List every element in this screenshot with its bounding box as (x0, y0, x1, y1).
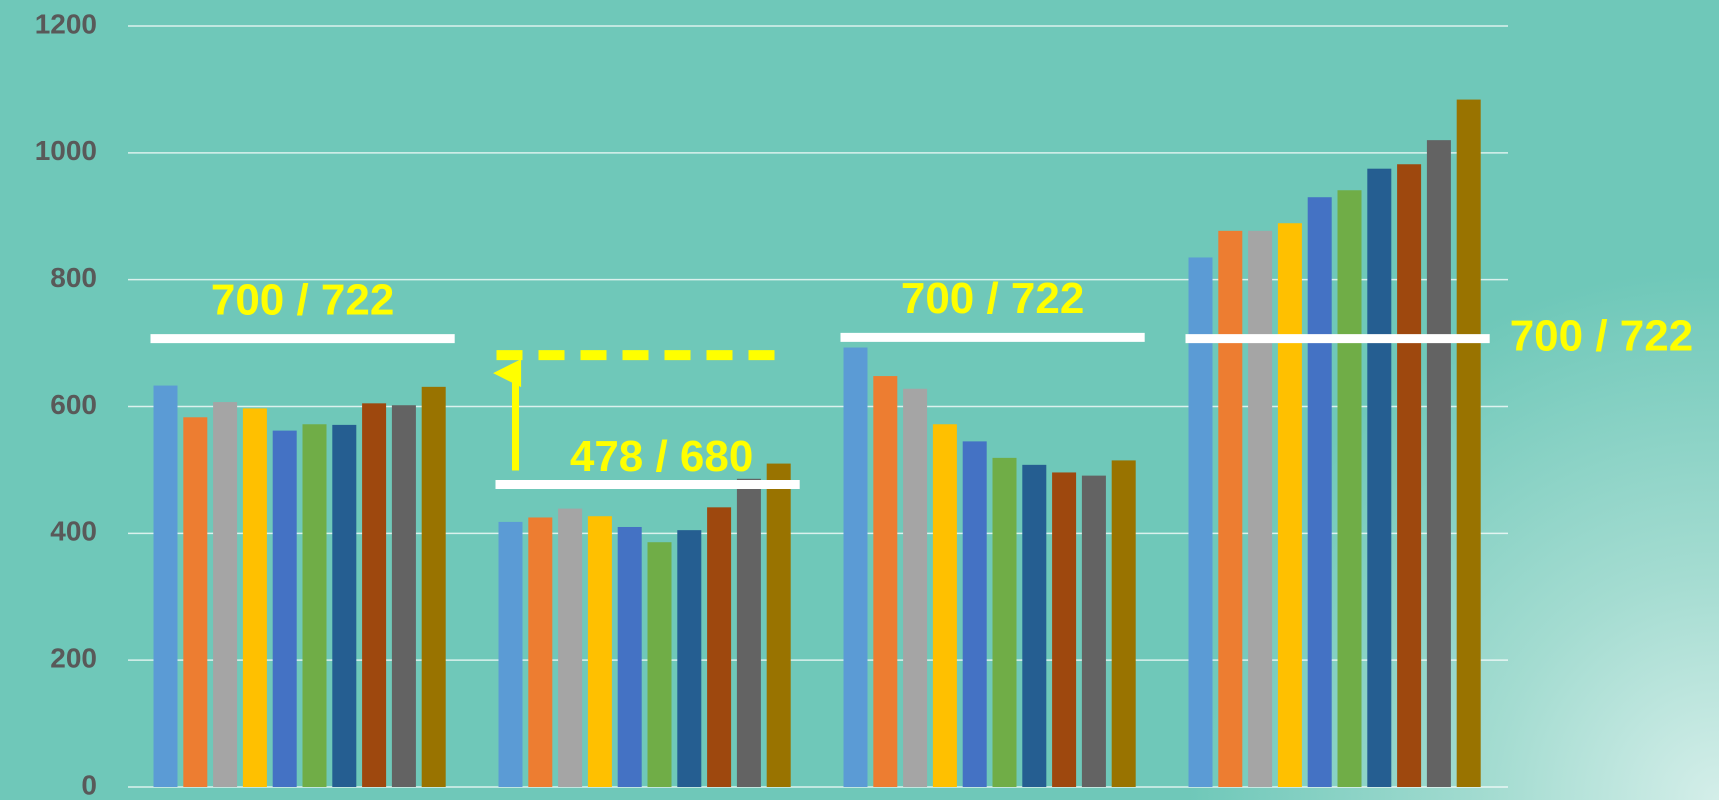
bar (558, 508, 583, 787)
bar (362, 403, 387, 787)
bar (903, 388, 928, 787)
bar (183, 417, 208, 787)
bar (843, 347, 868, 787)
y-tick-label: 1200 (35, 8, 97, 39)
bar (1307, 197, 1332, 788)
bar (1022, 464, 1047, 787)
bar (272, 430, 297, 787)
bar (932, 424, 957, 787)
y-tick-label: 400 (50, 516, 97, 547)
bar (962, 441, 987, 787)
bar (677, 530, 702, 787)
bar (498, 521, 523, 787)
annotation-label: 478 / 680 (570, 432, 754, 481)
bar (153, 385, 178, 787)
y-tick-label: 1000 (35, 135, 97, 166)
annotation-label: 700 / 722 (211, 275, 395, 324)
bar (1277, 223, 1302, 787)
bar (587, 516, 612, 787)
y-tick-label: 200 (50, 643, 97, 674)
bar (391, 405, 416, 787)
y-tick-label: 800 (50, 262, 97, 293)
bar (647, 542, 672, 787)
bar (766, 463, 791, 787)
bar (1248, 230, 1273, 788)
y-tick-label: 600 (50, 389, 97, 420)
bar (617, 526, 642, 787)
bar (707, 507, 732, 787)
bar (1367, 168, 1392, 787)
bar (242, 408, 267, 787)
bar (1052, 472, 1077, 787)
bar (1397, 164, 1422, 787)
bar (528, 517, 553, 787)
bar (873, 376, 898, 787)
annotation-label: 700 / 722 (1510, 311, 1694, 360)
bar (1081, 475, 1106, 787)
bar (1426, 140, 1451, 787)
bar (1218, 230, 1243, 788)
bar (332, 424, 357, 787)
bar (1456, 99, 1481, 787)
bar (992, 457, 1017, 787)
bar (302, 424, 327, 787)
bar (213, 402, 238, 787)
bar (1111, 460, 1136, 787)
annotation-label: 700 / 722 (901, 274, 1085, 323)
bar (1337, 190, 1362, 788)
bar (1188, 257, 1213, 787)
bar (736, 478, 761, 787)
y-tick-label: 0 (81, 769, 97, 800)
bar (421, 386, 446, 787)
